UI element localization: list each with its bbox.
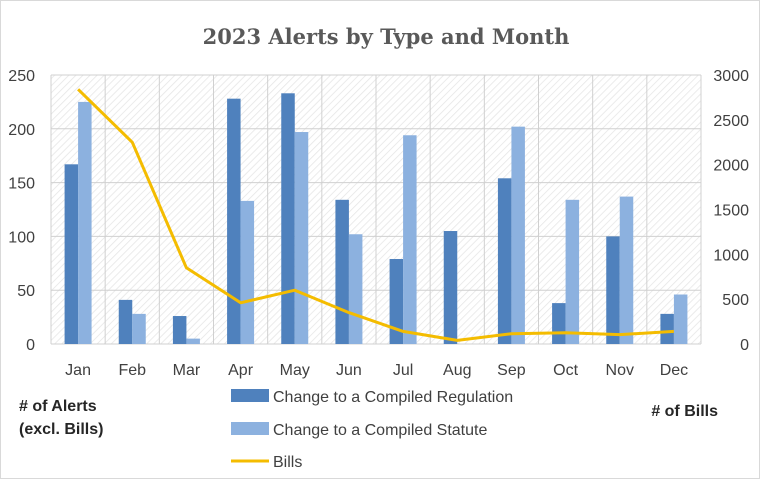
x-tick-label: Dec bbox=[660, 362, 688, 379]
right-tick-label: 3000 bbox=[713, 68, 749, 85]
bar-statute bbox=[403, 135, 417, 344]
x-tick-label: Sep bbox=[497, 362, 526, 379]
bar-statute bbox=[186, 338, 200, 344]
right-tick-label: 1000 bbox=[713, 247, 749, 264]
bar-regulation bbox=[64, 164, 79, 344]
bar-regulation bbox=[497, 178, 512, 344]
right-tick-label: 1500 bbox=[713, 203, 749, 220]
legend-swatch-regulation bbox=[231, 389, 269, 402]
right-tick-label: 2000 bbox=[713, 158, 749, 175]
left-axis-title-line1: # of Alerts bbox=[19, 398, 97, 415]
legend: Change to a Compiled Regulation Change t… bbox=[231, 389, 513, 471]
left-tick-label: 0 bbox=[26, 337, 35, 354]
left-axis: 0 50 100 150 200 250 bbox=[8, 68, 35, 354]
left-tick-label: 100 bbox=[8, 229, 35, 246]
left-tick-label: 250 bbox=[8, 68, 35, 85]
x-axis: Jan Feb Mar Apr May Jun Jul Aug Sep Oct Nov Dec bbox=[65, 362, 688, 379]
x-tick-label: Aug bbox=[443, 362, 471, 379]
bar-regulation bbox=[281, 93, 295, 345]
left-tick-label: 50 bbox=[17, 283, 35, 300]
x-tick-label: Mar bbox=[173, 362, 201, 379]
legend-label-statute: Change to a Compiled Statute bbox=[273, 422, 487, 439]
bar-statute bbox=[78, 101, 92, 345]
left-axis-title-line2: (excl. Bills) bbox=[19, 421, 103, 438]
bar-statute bbox=[294, 132, 309, 344]
bills-line bbox=[77, 88, 674, 342]
x-tick-label: Jun bbox=[336, 362, 362, 379]
right-tick-label: 0 bbox=[740, 337, 749, 354]
bar-regulation bbox=[552, 303, 566, 344]
legend-label-regulation: Change to a Compiled Regulation bbox=[273, 389, 513, 406]
bar-regulation bbox=[335, 199, 349, 344]
x-tick-label: Nov bbox=[606, 362, 634, 379]
x-tick-label: Feb bbox=[118, 362, 146, 379]
x-tick-label: May bbox=[280, 362, 310, 379]
right-tick-label: 2500 bbox=[713, 113, 749, 130]
gridlines bbox=[50, 74, 702, 345]
right-tick-label: 500 bbox=[722, 292, 749, 309]
x-tick-label: Oct bbox=[553, 362, 578, 379]
bar-regulation bbox=[389, 258, 404, 344]
left-tick-label: 200 bbox=[8, 122, 35, 139]
x-tick-label: Jul bbox=[393, 362, 413, 379]
bar-regulation bbox=[606, 236, 620, 344]
legend-swatch-statute bbox=[231, 422, 269, 435]
bar-statute bbox=[565, 199, 580, 344]
bar-statute bbox=[619, 196, 634, 344]
bar-statute bbox=[673, 294, 688, 344]
x-tick-label: Jan bbox=[65, 362, 91, 379]
chart-title: 2023 Alerts by Type and Month bbox=[203, 24, 570, 49]
bills-line-series bbox=[77, 88, 674, 342]
right-axis: 0 500 1000 1500 2000 2500 3000 bbox=[713, 68, 749, 354]
bar-statute bbox=[348, 234, 363, 344]
right-axis-title: # of Bills bbox=[651, 403, 718, 420]
bar-regulation bbox=[227, 98, 241, 344]
bar-statute bbox=[240, 200, 255, 344]
left-tick-label: 150 bbox=[8, 176, 35, 193]
bar-statute bbox=[511, 126, 525, 344]
bar-regulation bbox=[660, 313, 674, 344]
bar-statute bbox=[132, 313, 146, 344]
legend-label-bills: Bills bbox=[273, 454, 302, 471]
bar-regulation bbox=[118, 299, 133, 344]
bar-regulation bbox=[443, 231, 458, 344]
x-tick-label: Apr bbox=[228, 362, 254, 379]
bar-regulation bbox=[172, 316, 187, 344]
